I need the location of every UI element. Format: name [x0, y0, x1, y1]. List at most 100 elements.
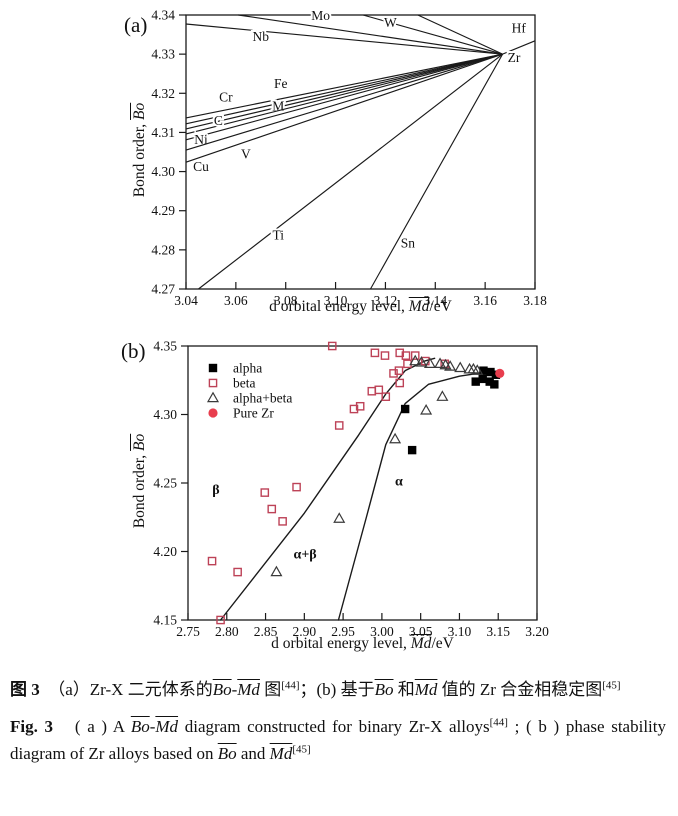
caption-segment: （a）Zr-X 二元体系的	[39, 680, 213, 699]
panel-b-x-tick-label: 2.90	[293, 624, 317, 639]
marker-beta	[278, 517, 287, 526]
panel-a-frame	[185, 14, 536, 290]
element-label-Ti: Ti	[272, 228, 284, 243]
caption-segment: Md	[410, 635, 432, 652]
panel-b-y-tick-label: 4.35	[153, 339, 177, 354]
legend-marker-alpha	[208, 363, 218, 373]
panel-a-y-tick-label: 4.30	[151, 164, 175, 179]
caption-segment: Bo	[212, 680, 232, 699]
panel-a-y-tick-label: 4.33	[151, 47, 175, 62]
panel-a-x-tick-label: 3.04	[174, 293, 198, 308]
element-label-Fe: Fe	[274, 76, 288, 91]
panel-b-x-axis-label: d orbital energy level, Md/eV	[188, 635, 537, 653]
marker-beta	[394, 366, 404, 375]
marker-beta	[355, 401, 365, 411]
marker-alpha	[478, 374, 487, 384]
panel-b-x-tick-label: 3.05	[409, 624, 433, 639]
panel-a-x-tick-label: 3.18	[523, 293, 547, 308]
panel-a-label: (a)	[124, 13, 148, 37]
element-label-Cr: Cr	[219, 90, 233, 105]
alloy-vector-Ni	[185, 53, 503, 141]
legend-marker-Pure Zr	[208, 408, 218, 418]
caption-segment: Fig. 3	[10, 716, 54, 736]
marker-beta	[389, 369, 398, 378]
marker-beta	[381, 392, 391, 401]
caption-segment: 和	[393, 680, 415, 699]
alloy-vector-Cr	[185, 53, 503, 125]
marker-alpha	[486, 367, 495, 377]
marker-beta	[260, 488, 270, 497]
alloy-vector-unlabeled	[417, 14, 503, 55]
alloy-vector-C	[185, 53, 503, 135]
panel-b-x-tick-label: 3.00	[370, 624, 394, 639]
caption-segment: Md	[155, 716, 179, 736]
phase-boundary-1	[219, 357, 436, 621]
alloy-vector-Cu	[185, 53, 503, 163]
region-label: β	[212, 483, 219, 498]
panel-b-y-axis-label: Bond order, Bo	[131, 344, 149, 618]
panel-a-y-tick-label: 4.34	[151, 8, 175, 23]
marker-alpha+beta	[415, 356, 428, 367]
marker-beta	[267, 504, 277, 514]
marker-alpha+beta	[434, 357, 447, 369]
panel-b-x-tick-label: 2.95	[331, 624, 355, 639]
legend-label-Pure Zr: Pure Zr	[233, 406, 274, 421]
caption-segment: -	[149, 716, 156, 736]
panel-b: 2.75 2.80 2.85 2.90 2.95 3.00 3.05 3.10 3.15 3.20…	[153, 339, 549, 640]
alloy-vector-Sn	[369, 53, 504, 290]
panel-a-x-axis-label: d orbital energy level, Md/eV	[186, 298, 535, 316]
caption-segment: 值的 Zr 合金相稳定图	[437, 680, 603, 699]
marker-alpha+beta	[270, 565, 283, 577]
panel-b-label: (b)	[121, 339, 146, 363]
caption-segment: /eV	[431, 635, 454, 652]
panel-a-x-tick-label: 3.14	[423, 293, 447, 308]
panel-a-y-axis-label: Bond order, Bo	[131, 13, 149, 287]
marker-alpha+beta	[444, 360, 457, 371]
caption-segment: and	[236, 744, 270, 764]
caption-segment: Md	[414, 680, 438, 699]
marker-alpha	[471, 377, 480, 386]
caption-segment: diagram constructed for binary Zr-X allo…	[178, 716, 490, 736]
caption-segment: Bo	[374, 680, 394, 699]
caption-segment: Bo	[217, 744, 237, 764]
legend-label-alpha: alpha	[233, 361, 262, 376]
alloy-vector-V	[185, 53, 503, 151]
caption-segment: d orbital energy level,	[271, 635, 411, 652]
caption-segment: [44]	[489, 715, 508, 728]
legend-marker-alpha+beta	[206, 391, 220, 403]
marker-beta	[395, 378, 405, 388]
caption-segment: Md	[237, 680, 260, 699]
caption-segment: ; ( b ) phase stability diagram of Zr al…	[10, 716, 666, 764]
panel-b-y-tick-label: 4.20	[153, 544, 177, 559]
panel-a-x-tick-label: 3.12	[374, 293, 398, 308]
marker-alpha	[490, 380, 499, 389]
marker-alpha+beta	[471, 364, 484, 375]
caption-segment: 图	[259, 680, 282, 699]
caption-segment: -	[231, 680, 238, 699]
caption-segment: Bo	[130, 716, 150, 736]
marker-beta	[410, 351, 420, 360]
alloy-vector-Hf	[502, 40, 536, 55]
marker-alpha+beta	[409, 354, 422, 366]
caption-segment: Md	[269, 744, 293, 764]
marker-alpha+beta	[436, 390, 449, 401]
caption-segment: [45]	[602, 679, 621, 692]
element-label-Zr: Zr	[508, 50, 521, 65]
caption-segment: ( a ) A	[53, 716, 131, 736]
marker-alpha+beta	[333, 512, 346, 523]
element-label-Hf: Hf	[512, 21, 527, 36]
marker-beta	[370, 348, 380, 358]
marker-beta	[207, 556, 217, 566]
panel-a-x-tick-label: 3.06	[224, 293, 248, 308]
marker-beta	[327, 341, 337, 351]
panel-b-x-tick-label: 3.15	[486, 624, 510, 639]
caption-segment: Md	[408, 298, 430, 315]
marker-alpha+beta	[423, 357, 437, 369]
caption-segment: d orbital energy level,	[269, 298, 409, 315]
caption-segment: ；(b) 基于	[299, 680, 375, 699]
alloy-vector-Ti	[198, 53, 503, 290]
marker-alpha+beta	[389, 432, 402, 444]
marker-beta	[374, 385, 384, 395]
figure-caption: 图 3 （a）Zr-X 二元体系的Bo-Md 图[44]；(b) 基于Bo 和M…	[10, 676, 666, 777]
marker-beta	[367, 386, 377, 396]
